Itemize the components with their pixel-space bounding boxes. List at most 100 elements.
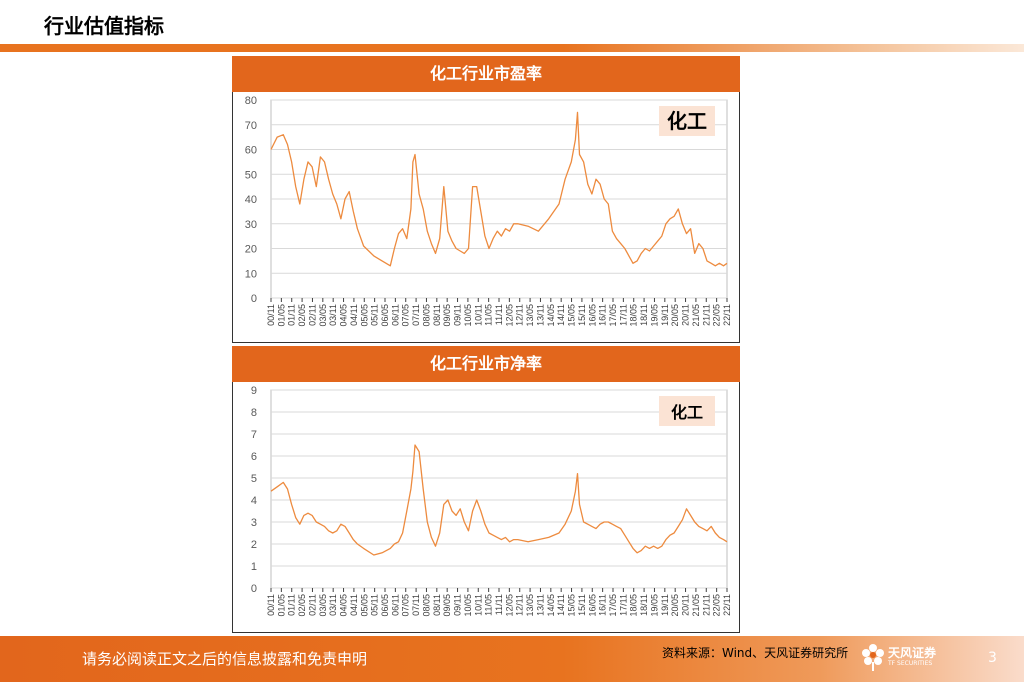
chart1-x-tick-label: 05/05 [359, 594, 369, 617]
chart1-x-tick-label: 20/11 [681, 594, 691, 616]
chart0-x-tick-label: 06/05 [380, 304, 390, 327]
chart0-x-tick-label: 10/05 [463, 304, 473, 327]
chart0-x-tick-label: 11/05 [484, 304, 494, 326]
disclaimer-text: 请务必阅读正文之后的信息披露和免责申明 [82, 650, 368, 668]
chart0-x-tick-label: 07/11 [411, 304, 421, 326]
chart1-x-tick-label: 18/11 [639, 594, 649, 616]
chart0-x-tick-label: 02/05 [297, 304, 307, 327]
chart0-x-tick-label: 06/11 [390, 304, 400, 326]
chart0-x-tick-label: 22/05 [712, 304, 722, 327]
page-number: 3 [988, 650, 997, 666]
chart0-y-tick-label: 30 [245, 219, 257, 231]
chart0-y-tick-label: 40 [245, 194, 257, 206]
chart1-x-tick-label: 01/05 [276, 594, 286, 617]
chart0-x-tick-label: 10/11 [473, 304, 483, 326]
chart1-annotation: 化工 [659, 396, 715, 426]
logo-subtext: TF SECURITIES [888, 660, 933, 667]
chart1-x-tick-label: 01/11 [287, 594, 297, 616]
chart0-x-tick-label: 09/05 [442, 304, 452, 327]
chart1-y-tick-label: 1 [251, 561, 257, 573]
chart1-y-tick-label: 2 [251, 539, 257, 551]
pb-chart-panel: 化工行业市净率 0 1 2 3 4 5 6 7 8 9 00/11 01/05 01/11 02/05 02… [232, 346, 740, 633]
chart1-plot-frame [270, 389, 728, 589]
chart1-annotation-bg [659, 396, 715, 426]
chart0-y-tick-label: 20 [245, 244, 257, 256]
chart0-series-line [270, 111, 728, 267]
chart1-y-tick-label: 8 [251, 407, 257, 419]
chart0-x-tick-label: 13/11 [535, 304, 545, 326]
footer: 请务必阅读正文之后的信息披露和免责申明 资料来源：Wind、天风证券研究所 天风… [0, 636, 1024, 682]
chart0-x-tick-label: 08/11 [432, 304, 442, 326]
chart1-y-tick-label: 0 [251, 583, 257, 595]
chart1-x-tick-label: 09/05 [442, 594, 452, 617]
chart0-x-tick-label: 07/05 [401, 304, 411, 327]
chart1-x-tick-label: 21/05 [691, 594, 701, 617]
chart0-x-tick-label: 21/05 [691, 304, 701, 327]
chart0-x-tick-label: 03/05 [318, 304, 328, 327]
chart0-x-tick-label: 16/05 [587, 304, 597, 327]
chart0-x-tick-label: 09/11 [453, 304, 463, 326]
chart0-y-tick-label: 10 [245, 268, 257, 280]
chart1-y-tick-label: 3 [251, 517, 257, 529]
chart0-x-tick-label: 15/05 [567, 304, 577, 327]
chart1-y-tick-label: 9 [251, 385, 257, 397]
chart1-x-tick-label: 20/05 [670, 594, 680, 617]
chart1-x-tick-label: 09/11 [453, 594, 463, 616]
chart0-x-tick-label: 05/05 [359, 304, 369, 327]
chart0-x-tick-label: 17/05 [608, 304, 618, 327]
chart1-x-tick-label: 06/11 [390, 594, 400, 616]
chart0-x-tick-label: 05/11 [370, 304, 380, 326]
chart1-x-tick-label: 04/11 [349, 594, 359, 616]
chart1-x-tick-label: 21/11 [701, 594, 711, 616]
chart0-x-tick-label: 04/05 [339, 304, 349, 327]
chart0-annotation: 化工 [659, 106, 715, 136]
chart0-x-tick-label: 14/05 [546, 304, 556, 327]
chart1-x-tick-label: 16/11 [598, 594, 608, 616]
flower-logo-icon [862, 644, 884, 671]
chart1-x-tick-label: 07/11 [411, 594, 421, 616]
chart0-x-tick-label: 11/11 [494, 304, 504, 325]
chart1-x-tick-label: 07/05 [401, 594, 411, 617]
chart1-x-tick-label: 03/11 [328, 594, 338, 616]
chart1-x-tick-label: 22/11 [722, 594, 732, 616]
chart0-x-tick-label: 03/11 [328, 304, 338, 326]
company-logo: 天风证券 TF SECURITIES [860, 642, 940, 676]
chart0-y-tick-label: 70 [245, 120, 257, 132]
pe-chart-title: 化工行业市盈率 [232, 56, 740, 92]
chart1-x-tick-label: 14/05 [546, 594, 556, 617]
chart0-x-tick-label: 12/05 [504, 304, 514, 327]
chart1-x-tick-label: 04/05 [339, 594, 349, 617]
chart0-y-tick-label: 60 [245, 145, 257, 157]
chart0-y-tick-label: 50 [245, 169, 257, 181]
chart0-x-tick-label: 18/11 [639, 304, 649, 326]
chart1-series-line [270, 444, 728, 556]
chart1-x-tick-label: 05/11 [370, 594, 380, 616]
chart1-y-tick-label: 7 [251, 429, 257, 441]
chart1-x-tick-label: 17/11 [618, 594, 628, 616]
chart1-x-tick-label: 11/05 [484, 594, 494, 616]
pb-chart-title: 化工行业市净率 [232, 346, 740, 382]
chart0-y-tick-label: 0 [251, 293, 257, 305]
chart1-x-tick-label: 13/11 [535, 594, 545, 616]
chart1-x-tick-label: 08/05 [421, 594, 431, 617]
chart1-x-tick-label: 22/05 [712, 594, 722, 617]
chart1-x-tick-label: 02/05 [297, 594, 307, 617]
chart0-x-tick-label: 20/05 [670, 304, 680, 327]
chart1-annotation-label: 化工 [671, 403, 703, 422]
chart0-x-tick-label: 02/11 [307, 304, 317, 326]
chart1-x-tick-label: 15/05 [567, 594, 577, 617]
pe-chart-panel: 化工行业市盈率 0 10 20 30 40 50 60 70 80 00/11 01/05 01/11… [232, 56, 740, 343]
chart0-x-tick-label: 01/05 [276, 304, 286, 327]
chart1-y-tick-label: 5 [251, 473, 257, 485]
chart1-x-tick-label: 17/05 [608, 594, 618, 617]
chart1-x-tick-label: 16/05 [587, 594, 597, 617]
chart1-x-tick-label: 19/05 [649, 594, 659, 617]
chart0-x-tick-label: 20/11 [681, 304, 691, 326]
chart1-x-tick-label: 06/05 [380, 594, 390, 617]
chart1-x-tick-label: 15/11 [577, 594, 587, 616]
chart0-x-tick-label: 22/11 [722, 304, 732, 326]
chart1-x-tick-label: 13/05 [525, 594, 535, 617]
logo-text: 天风证券 [888, 646, 937, 660]
chart0-annotation-label: 化工 [667, 109, 707, 133]
chart0-x-tick-label: 19/11 [660, 304, 670, 326]
